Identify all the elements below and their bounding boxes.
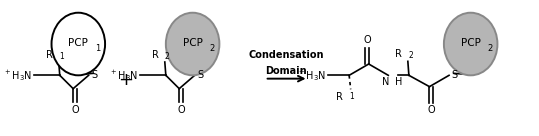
Text: Domain: Domain [266,66,307,76]
Text: 2: 2 [165,52,170,61]
Text: S: S [452,70,458,80]
Text: $^+$H$_3$N: $^+$H$_3$N [297,68,326,83]
Text: R: R [336,92,343,102]
Text: 2: 2 [409,51,413,60]
Ellipse shape [166,13,219,75]
Text: R: R [395,49,402,59]
Text: O: O [177,105,185,115]
Ellipse shape [444,13,497,75]
Text: +: + [118,71,133,89]
Text: R: R [152,50,158,60]
Text: 2: 2 [487,44,493,52]
Text: H: H [395,77,402,87]
Text: PCP: PCP [183,38,203,48]
Text: O: O [71,105,79,115]
Text: 1: 1 [95,44,100,52]
Text: O: O [427,105,435,115]
Text: 1: 1 [349,92,354,101]
Text: N: N [382,77,389,87]
Text: $^+$H$_3$N: $^+$H$_3$N [109,68,139,83]
Text: S: S [197,70,203,80]
Text: R: R [46,50,53,60]
Text: $^+$H$_3$N: $^+$H$_3$N [3,68,32,83]
Text: PCP: PCP [68,38,88,48]
Text: 1: 1 [59,52,64,61]
Text: 2: 2 [209,44,215,52]
Text: PCP: PCP [461,38,481,48]
Text: Condensation: Condensation [248,50,324,60]
Text: O: O [364,35,371,45]
Text: S: S [91,70,98,80]
Ellipse shape [52,13,105,75]
